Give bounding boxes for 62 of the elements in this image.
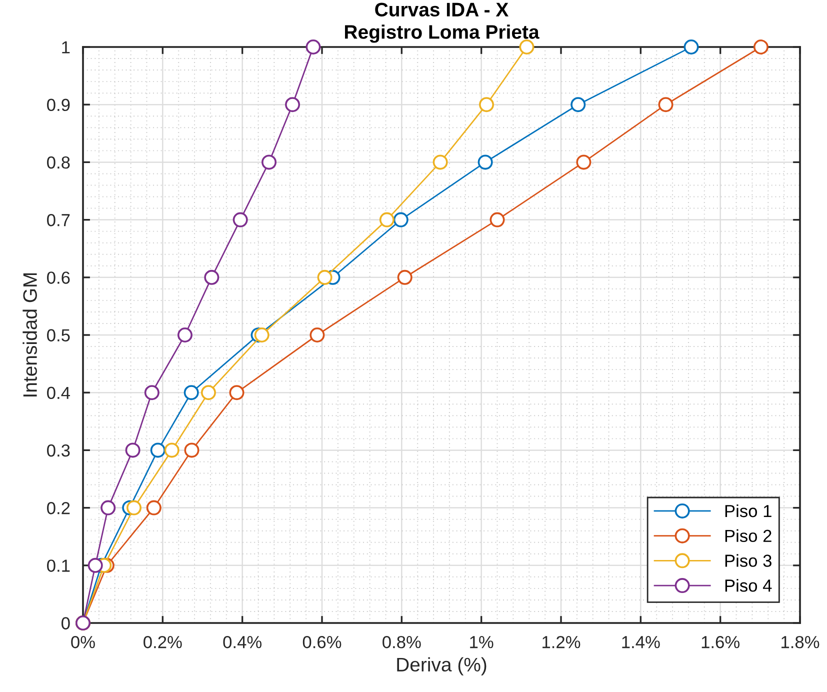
point [317, 270, 332, 285]
y-tick-label: 0.6 [47, 272, 70, 284]
point [478, 154, 493, 170]
point [490, 212, 505, 228]
chart-title: Curvas IDA - X Registro Loma Prieta [345, 2, 540, 43]
point [397, 270, 412, 285]
x-tick-label: 1% [470, 636, 494, 648]
point [379, 212, 394, 228]
point [229, 385, 244, 400]
x-axis-title: Deriva (%) [397, 657, 486, 676]
point [393, 212, 408, 228]
point [576, 154, 592, 170]
point [88, 558, 103, 573]
y-tick-label: 0.8 [47, 156, 70, 169]
point [100, 500, 116, 516]
y-tick-label: 1 [62, 41, 70, 54]
y-tick-label: 0.5 [47, 329, 70, 342]
legend-label: Piso 1 [725, 504, 772, 518]
y-tick-label: 0.1 [47, 560, 70, 572]
point [432, 154, 448, 170]
point [254, 328, 270, 342]
point [150, 442, 166, 458]
point [125, 442, 140, 458]
point [658, 97, 674, 112]
point [144, 385, 160, 400]
x-tick-label: 0.4% [223, 636, 262, 648]
y-tick-label: 0 [62, 617, 70, 630]
point [184, 385, 199, 400]
point [479, 97, 494, 112]
x-tick-label: 0% [71, 636, 95, 648]
point [164, 442, 180, 458]
y-tick-label: 0.7 [47, 214, 70, 226]
point [146, 500, 162, 516]
point [519, 40, 534, 54]
x-tick-label: 1.6% [702, 636, 740, 648]
x-tick-label: 0.6% [302, 636, 342, 648]
point [204, 270, 220, 285]
point [177, 328, 192, 342]
x-tick-label: 1.4% [622, 636, 660, 648]
point [306, 40, 321, 54]
point [200, 385, 216, 400]
legend-label: Piso 4 [725, 579, 772, 592]
x-tick-label: 1.2% [542, 636, 580, 648]
y-tick-label: 0.3 [47, 444, 70, 457]
x-tick-label: 1.8% [782, 636, 820, 648]
point [570, 97, 586, 112]
point [262, 154, 277, 170]
point [285, 97, 300, 112]
legend-label: Piso 3 [725, 554, 772, 567]
x-tick-label: 0.8% [382, 636, 421, 648]
y-tick-label: 0.4 [47, 386, 70, 400]
point [753, 40, 768, 54]
point [232, 212, 248, 228]
point [684, 40, 699, 54]
point [126, 500, 142, 516]
point [184, 442, 200, 458]
point [310, 328, 325, 342]
y-axis-title: Intensidad GM [22, 273, 37, 396]
y-tick-label: 0.2 [47, 502, 70, 514]
y-tick-label: 0.9 [47, 98, 70, 112]
x-tick-label: 0.2% [144, 636, 182, 648]
legend-label: Piso 2 [725, 529, 772, 542]
